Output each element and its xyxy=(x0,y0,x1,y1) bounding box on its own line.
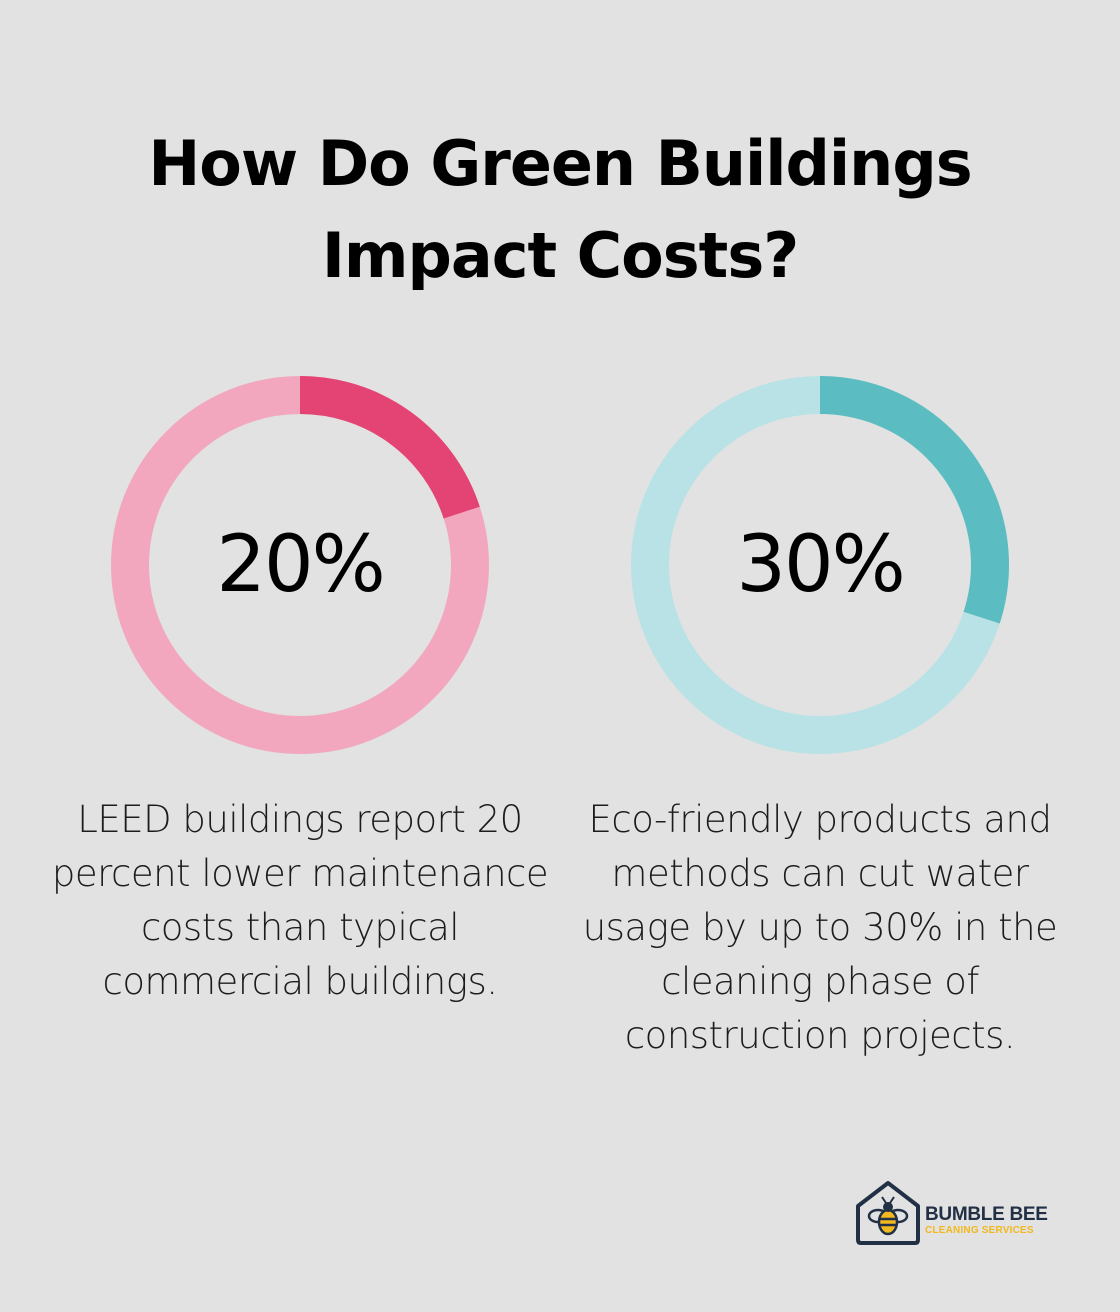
stat-description: Eco-friendly products and methods can cu… xyxy=(582,798,1058,1057)
donut-svg xyxy=(111,376,489,754)
donut-fill xyxy=(111,376,489,754)
donut-fill xyxy=(631,376,1009,754)
title-line-2: Impact Costs? xyxy=(321,219,799,292)
donut-chart: 20% xyxy=(110,375,490,755)
brand-name: BUMBLE BEE xyxy=(925,1204,1048,1225)
donut-value: 30% xyxy=(736,520,905,610)
brand-logo: BUMBLE BEE CLEANING SERVICES xyxy=(852,1178,1062,1248)
stat-description: LEED buildings report 20 percent lower m… xyxy=(51,798,549,1003)
donut-value: 20% xyxy=(216,520,385,610)
donut-svg xyxy=(631,376,1009,754)
donut-chart: 30% xyxy=(630,375,1010,755)
bee-house-icon xyxy=(856,1181,920,1245)
brand-tagline: CLEANING SERVICES xyxy=(925,1225,1034,1236)
page-title: How Do Green Buildings Impact Costs? xyxy=(0,118,1120,302)
title-line-1: How Do Green Buildings xyxy=(148,127,972,200)
